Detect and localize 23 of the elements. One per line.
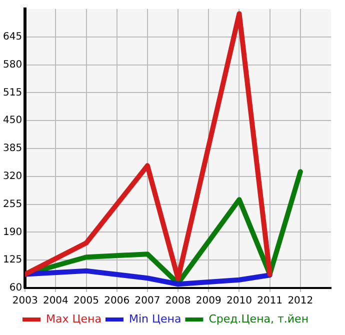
y-tick-label: 60 [9,282,22,294]
legend-label: Min Цена [128,312,182,326]
y-tick-label: 450 [2,115,22,126]
x-tick-label: 2011 [257,296,283,307]
y-tick-label: 515 [2,87,22,98]
x-tick-label: 2005 [74,296,99,307]
x-tick-label: 2012 [288,296,314,307]
x-tick-label: 2004 [42,296,68,307]
x-tick-label: 2009 [196,296,222,307]
y-tick-label: 580 [2,59,22,70]
y-tick-label: 645 [2,31,22,42]
x-tick-label: 2008 [165,296,191,307]
x-tick-label: 2003 [12,296,38,307]
x-tick-label: 2006 [104,296,130,307]
legend-label: Max Цена [46,312,102,326]
y-tick-label: 255 [2,198,22,210]
y-tick-label: 320 [2,170,22,182]
legend-label: Сред.Цена, т.йен [208,312,309,326]
y-tick-label: 125 [2,254,22,266]
y-tick-label: 385 [2,143,22,154]
x-tick-label: 2010 [226,296,252,307]
y-tick-label: 190 [2,226,22,238]
x-tick-label: 2007 [134,296,160,307]
